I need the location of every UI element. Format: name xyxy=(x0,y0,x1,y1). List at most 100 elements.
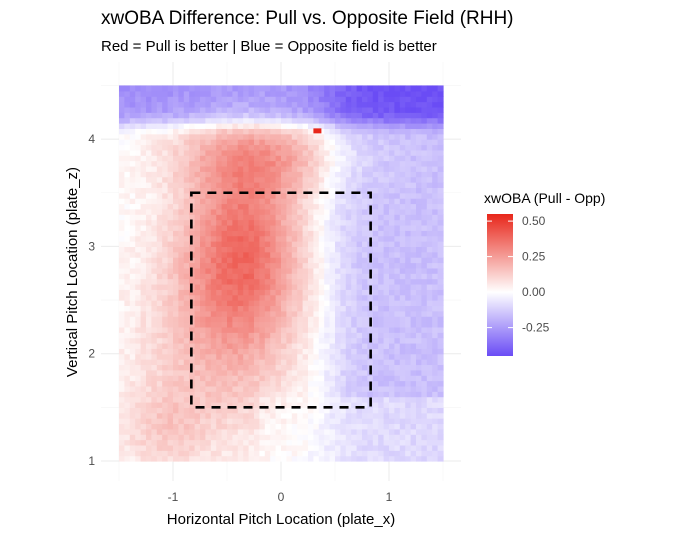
heatmap-cell xyxy=(216,198,223,205)
heatmap-cell xyxy=(135,380,142,387)
heatmap-cell xyxy=(351,192,358,199)
heatmap-cell xyxy=(119,133,125,140)
heatmap-cell xyxy=(291,412,298,419)
heatmap-cell xyxy=(389,428,395,435)
heatmap-cell xyxy=(432,106,439,113)
heatmap-cell xyxy=(205,133,212,140)
heatmap-cell xyxy=(340,198,347,205)
heatmap-cell xyxy=(119,418,125,425)
heatmap-cell xyxy=(178,198,185,205)
heatmap-cell xyxy=(146,294,152,301)
heatmap-cell xyxy=(243,434,250,441)
heatmap-cell xyxy=(259,375,266,382)
heatmap-cell xyxy=(264,337,271,344)
heatmap-cell xyxy=(318,257,325,264)
heatmap-cell xyxy=(124,348,131,355)
heatmap-cell xyxy=(329,369,336,376)
heatmap-cell xyxy=(372,155,379,162)
heatmap-cell xyxy=(156,450,163,457)
heatmap-cell xyxy=(227,128,233,135)
heatmap-cell xyxy=(362,316,368,323)
heatmap-cell xyxy=(389,407,395,414)
heatmap-cell xyxy=(243,224,250,231)
heatmap-cell xyxy=(140,428,147,435)
x-axis-label: Horizontal Pitch Location (plate_x) xyxy=(167,511,395,528)
heatmap-cell xyxy=(335,241,341,247)
heatmap-cell xyxy=(378,192,385,199)
heatmap-cell xyxy=(362,257,368,264)
heatmap-cell xyxy=(227,176,233,183)
heatmap-cell xyxy=(205,455,212,462)
heatmap-cell xyxy=(173,117,179,124)
heatmap-cell xyxy=(162,224,169,231)
heatmap-cell xyxy=(156,144,163,151)
heatmap-cell xyxy=(340,289,347,296)
heatmap-cell xyxy=(335,101,341,108)
heatmap-cell xyxy=(291,348,298,355)
heatmap-cell xyxy=(340,407,347,414)
heatmap-cell xyxy=(297,117,304,124)
heatmap-cell xyxy=(243,273,250,280)
legend-ticks: 0.500.250.00-0.25 xyxy=(487,214,550,335)
heatmap-cell xyxy=(275,348,282,355)
heatmap-cell xyxy=(146,321,152,328)
heatmap-cell xyxy=(405,375,412,382)
heatmap-cell xyxy=(221,428,228,435)
heatmap-cell xyxy=(362,182,368,188)
heatmap-cell xyxy=(178,294,185,301)
heatmap-cell xyxy=(318,267,325,274)
heatmap-cell xyxy=(416,101,422,108)
heatmap-cell xyxy=(243,198,250,205)
heatmap-cell xyxy=(356,208,363,215)
heatmap-cell xyxy=(383,434,390,441)
heatmap-cell xyxy=(318,155,325,162)
heatmap-cell xyxy=(416,144,422,151)
heatmap-cell xyxy=(275,439,282,446)
heatmap-cell xyxy=(399,310,406,317)
heatmap-cell xyxy=(329,450,336,457)
heatmap-cell xyxy=(205,192,212,199)
heatmap-cell xyxy=(421,90,428,97)
heatmap-cell xyxy=(416,219,422,226)
heatmap-cell xyxy=(178,235,185,242)
y-tick-label: 2 xyxy=(88,347,95,361)
heatmap-cell xyxy=(405,353,412,360)
heatmap-cell xyxy=(318,224,325,231)
heatmap-cell xyxy=(124,337,131,344)
heatmap-cell xyxy=(362,434,368,441)
heatmap-cell xyxy=(275,176,282,183)
heatmap-cell xyxy=(119,434,125,441)
heatmap-cell xyxy=(173,407,179,414)
heatmap-cell xyxy=(237,155,244,162)
heatmap-cell xyxy=(124,241,131,247)
heatmap-cell xyxy=(308,332,314,339)
heatmap-cell xyxy=(173,316,179,323)
heatmap-cell xyxy=(416,128,422,135)
heatmap-cell xyxy=(173,434,179,441)
heatmap-cell xyxy=(232,165,239,172)
heatmap-cell xyxy=(345,176,352,183)
heatmap-cell xyxy=(340,203,347,210)
heatmap-cell xyxy=(362,289,368,296)
heatmap-cell xyxy=(426,364,433,371)
heatmap-cell xyxy=(146,262,152,269)
heatmap-cell xyxy=(135,203,142,210)
heatmap-cell xyxy=(243,187,250,194)
heatmap-cell xyxy=(275,160,282,167)
heatmap-cell xyxy=(259,224,266,231)
heatmap-cell xyxy=(248,391,255,398)
heatmap-cell xyxy=(237,96,244,103)
heatmap-cell xyxy=(254,112,260,119)
heatmap-cell xyxy=(237,326,244,333)
heatmap-cell xyxy=(281,407,287,414)
heatmap-cell xyxy=(259,117,266,124)
heatmap-cell xyxy=(405,310,412,317)
heatmap-cell xyxy=(340,85,347,92)
heatmap-cell xyxy=(356,294,363,301)
heatmap-cell xyxy=(340,128,347,135)
heatmap-cell xyxy=(156,106,163,113)
heatmap-cell xyxy=(302,364,309,371)
heatmap-cell xyxy=(421,85,428,92)
heatmap-cell xyxy=(178,375,185,382)
heatmap-cell xyxy=(124,428,131,435)
